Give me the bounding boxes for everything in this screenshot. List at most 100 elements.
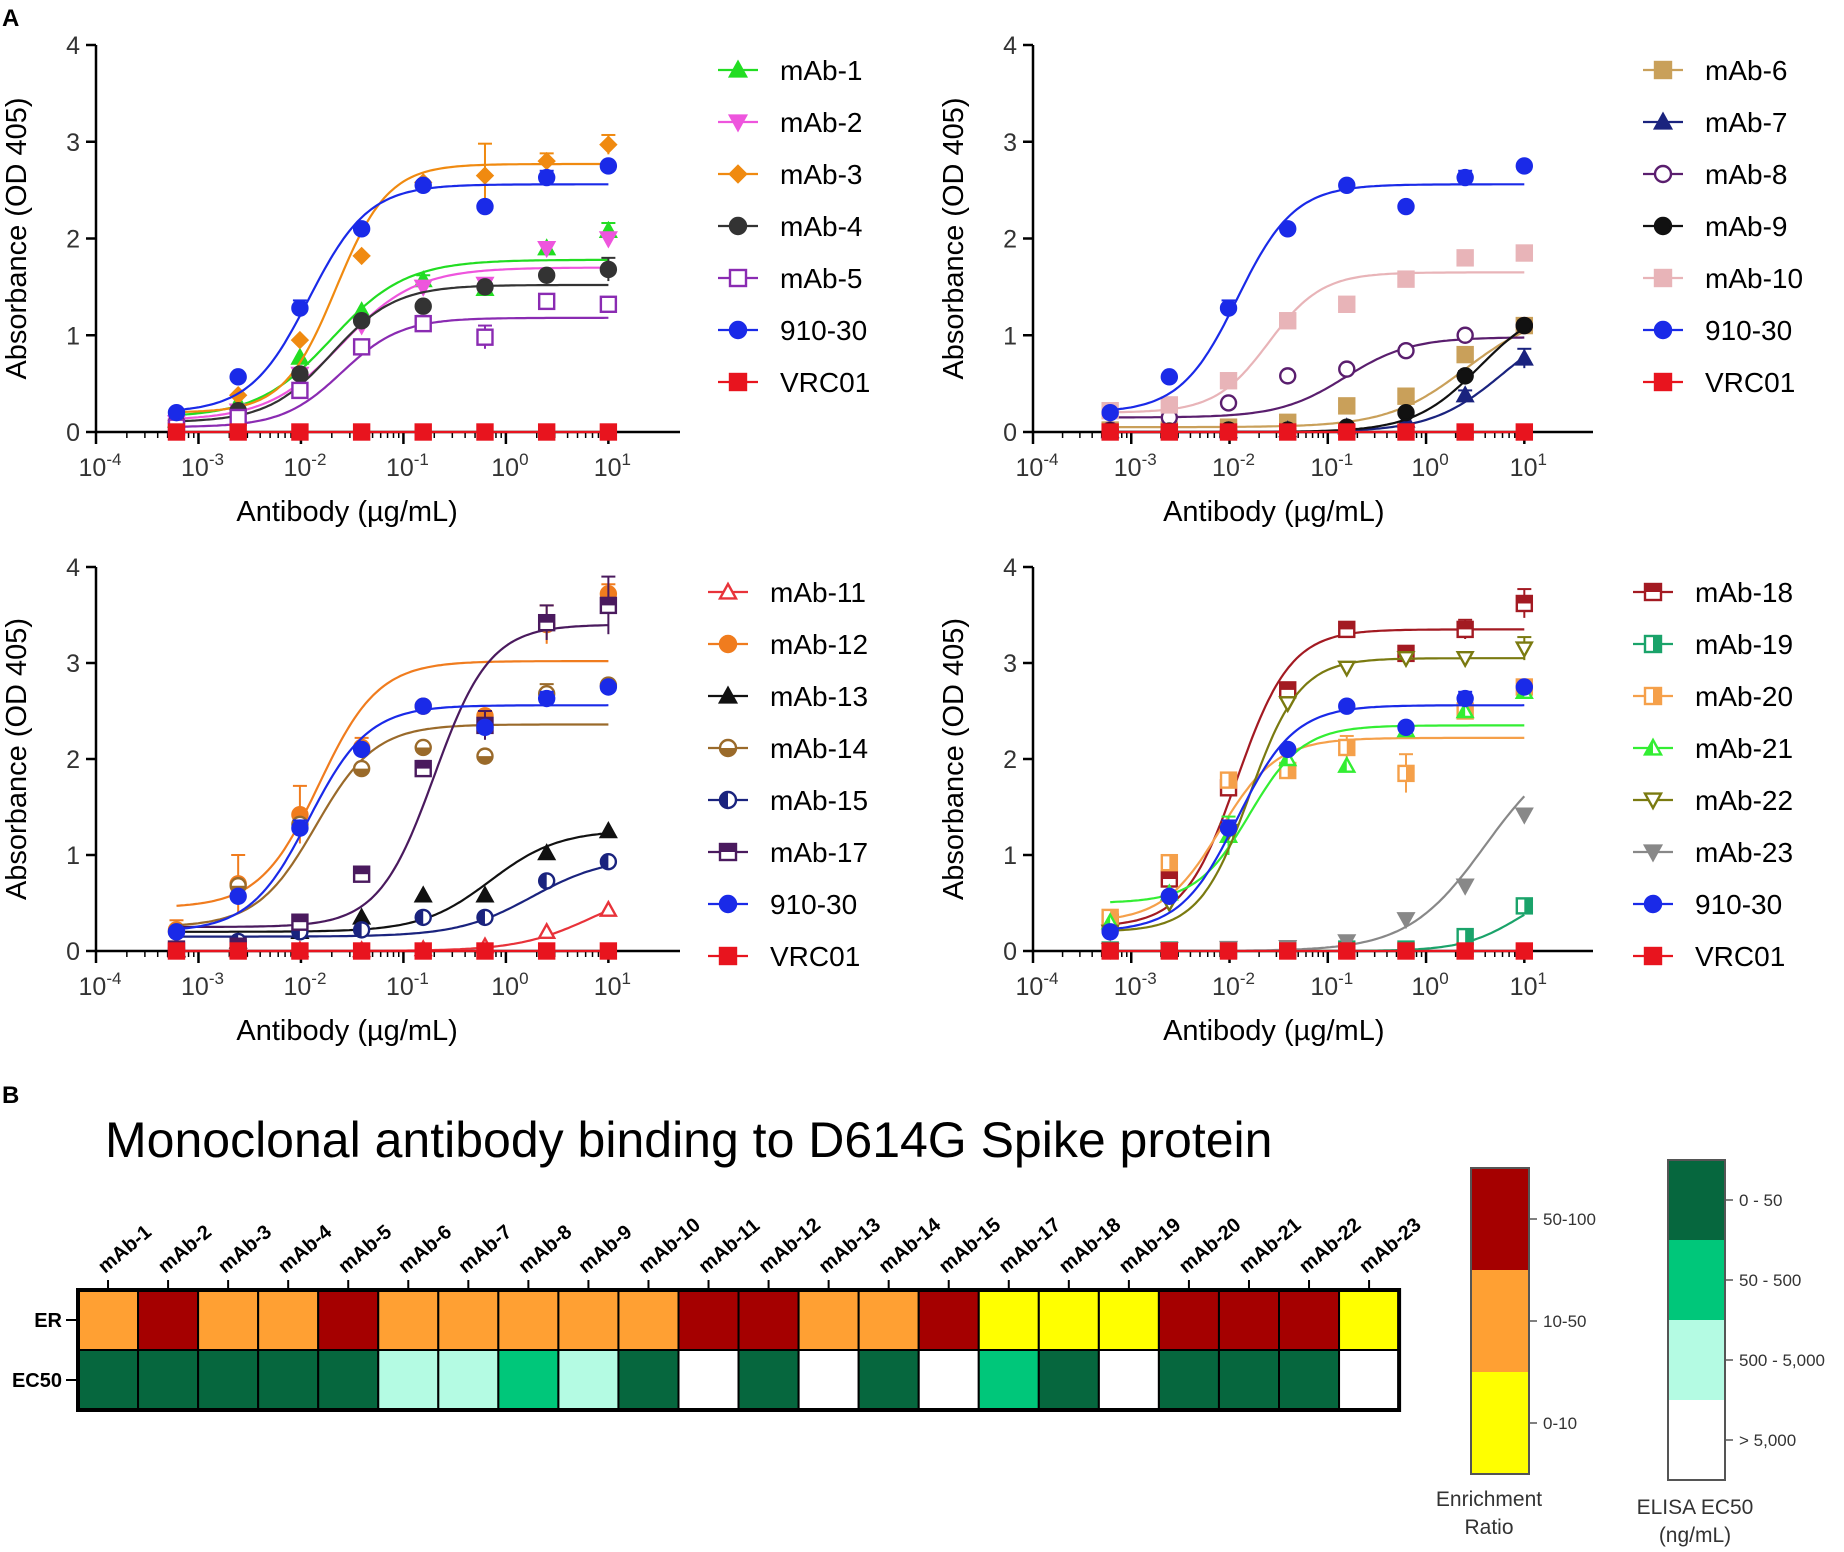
data-point <box>291 365 309 383</box>
data-point <box>414 423 432 441</box>
heatmap-cell <box>1097 1349 1160 1411</box>
data-point <box>291 299 309 317</box>
x-tick-label: 100 <box>1411 450 1448 482</box>
marker-half-fill <box>1398 645 1414 654</box>
data-point <box>1160 887 1179 905</box>
x-tick-exponent: -2 <box>311 450 326 469</box>
data-point <box>352 338 371 356</box>
scale-swatch <box>1471 1270 1529 1372</box>
legend-label: mAb-22 <box>1695 785 1793 816</box>
legend-entry: mAb-20 <box>1633 681 1793 712</box>
x-tick-exponent: -3 <box>209 450 224 469</box>
legend-marker <box>1643 946 1663 966</box>
heatmap-cell <box>437 1349 500 1411</box>
column-label: mAb-21 <box>1235 1214 1305 1278</box>
legend-label: 910-30 <box>770 889 857 920</box>
heatmap-cell <box>797 1289 860 1351</box>
scale-label: 0-10 <box>1543 1414 1577 1433</box>
x-tick-base: 10 <box>181 454 209 482</box>
marker-half-fill <box>1516 595 1532 604</box>
legend-entry: mAb-6 <box>1643 55 1787 86</box>
heatmap-cell <box>1217 1289 1280 1351</box>
legend-entry: mAb-22 <box>1633 785 1793 816</box>
legend-label: mAb-2 <box>780 107 862 138</box>
x-tick-base: 10 <box>1310 973 1338 1001</box>
data-point <box>414 697 432 715</box>
marker-half-fill <box>600 854 609 870</box>
legend-label: 910-30 <box>1695 889 1782 920</box>
data-point <box>1456 620 1474 639</box>
data-point <box>1515 942 1534 960</box>
data-point <box>1515 157 1534 175</box>
y-tick-label: 4 <box>66 554 80 582</box>
heatmap-cell <box>1278 1349 1341 1411</box>
column-label: mAb-13 <box>815 1214 885 1278</box>
marker-half-fill <box>354 866 370 875</box>
data-point <box>352 921 371 939</box>
series-910-30 <box>1101 157 1534 422</box>
data-point <box>1515 594 1534 613</box>
legend-marker <box>718 738 738 758</box>
legend-entry: VRC01 <box>1633 941 1785 972</box>
data-point <box>1397 342 1415 360</box>
data-point <box>291 819 309 837</box>
data-point <box>414 908 432 927</box>
x-tick-exponent: -4 <box>1043 969 1058 988</box>
legend-marker <box>718 894 738 914</box>
marker-half-fill <box>720 844 736 852</box>
x-tick-label: 100 <box>491 969 528 1001</box>
marker-half-fill <box>1653 688 1661 704</box>
legend-entry: mAb-15 <box>708 785 868 816</box>
column-label: mAb-22 <box>1295 1214 1365 1278</box>
marker-half-fill <box>720 792 728 808</box>
data-point <box>1219 394 1238 412</box>
legend-marker <box>1652 111 1674 130</box>
x-tick-label: 10-2 <box>1212 969 1255 1001</box>
x-tick-exponent: -3 <box>1142 450 1157 469</box>
scale-border <box>1667 1159 1726 1481</box>
scale-label: 10-50 <box>1543 1312 1586 1331</box>
series-mAb-4 <box>167 256 618 432</box>
scale-label: 500 - 5,000 <box>1739 1351 1825 1370</box>
color-scale: 50-100 10-50 0-10 Enrichment Ratio <box>1436 1167 1596 1539</box>
data-point <box>1397 270 1415 288</box>
x-tick-base: 10 <box>386 454 414 482</box>
legend-entry: mAb-8 <box>1643 159 1787 190</box>
fit-curve <box>176 624 609 929</box>
x-tick-base: 10 <box>79 973 107 1001</box>
data-point <box>1396 912 1416 930</box>
heatmap-cell <box>137 1289 200 1351</box>
x-tick-label: 101 <box>1510 450 1547 482</box>
fit-curve <box>176 162 609 414</box>
legend-marker <box>728 320 748 340</box>
heatmap-cell <box>917 1289 980 1351</box>
data-point <box>599 135 618 154</box>
data-point <box>291 381 309 400</box>
heatmap-cell <box>1157 1289 1220 1351</box>
x-tick-label: 101 <box>594 969 631 1001</box>
data-point <box>1337 755 1357 773</box>
series-mAb-5 <box>167 292 618 436</box>
heatmap-cell <box>317 1289 380 1351</box>
fit-curve <box>1110 330 1525 429</box>
data-point <box>599 295 618 313</box>
data-point <box>476 423 494 441</box>
legend-label: mAb-18 <box>1695 577 1793 608</box>
legend-entry: mAb-23 <box>1633 837 1793 868</box>
legend-label: 910-30 <box>1705 315 1792 346</box>
series-VRC01 <box>1101 942 1534 960</box>
data-point <box>414 314 432 333</box>
x-tick-exponent: -4 <box>106 450 121 469</box>
data-point <box>1279 312 1297 330</box>
data-point <box>537 942 556 960</box>
legend-entry: 910-30 <box>1633 889 1782 920</box>
x-tick-base: 10 <box>1212 454 1240 482</box>
data-point <box>537 240 557 259</box>
x-tick-label: 10-2 <box>283 450 326 482</box>
legend-label: VRC01 <box>780 367 870 398</box>
data-point <box>599 942 618 960</box>
legend-entry: mAb-9 <box>1643 211 1787 242</box>
legend-marker <box>728 372 748 392</box>
